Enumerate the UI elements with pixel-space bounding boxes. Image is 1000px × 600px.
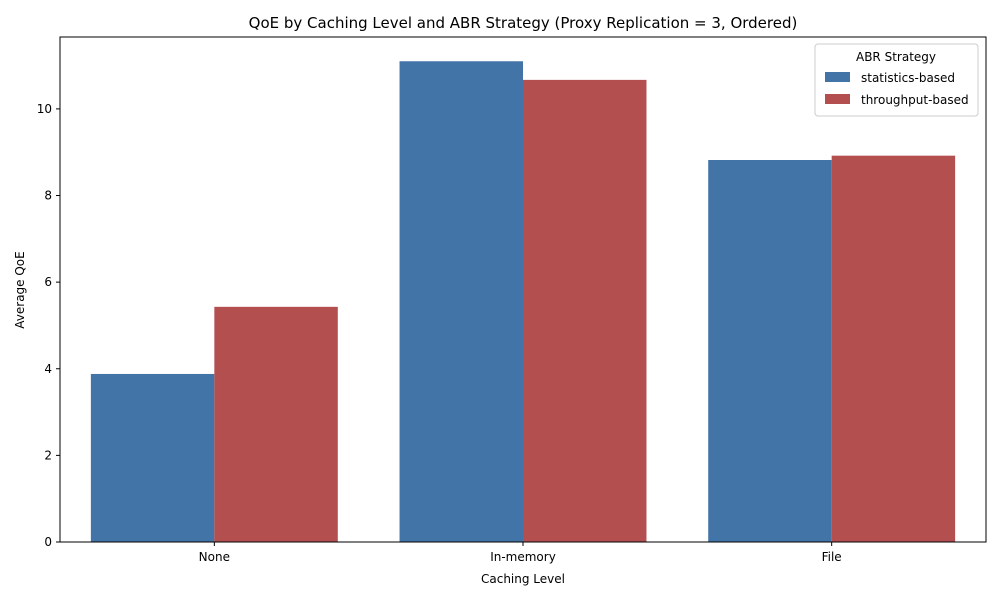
x-axis: None In-memory File: [199, 542, 842, 564]
y-tick-label: 10: [37, 102, 52, 116]
x-tick-label: File: [822, 550, 842, 564]
legend-title: ABR Strategy: [856, 50, 936, 64]
x-tick-label: In-memory: [490, 550, 556, 564]
x-tick-label: None: [199, 550, 230, 564]
chart-title: QoE by Caching Level and ABR Strategy (P…: [249, 14, 798, 32]
bar-none-throughput-based: [214, 306, 338, 542]
plot-frame: [59, 36, 987, 543]
legend-swatch-statistics-based: [825, 72, 850, 82]
y-tick-label: 6: [44, 275, 52, 289]
y-tick-label: 0: [44, 535, 52, 549]
y-tick-label: 2: [44, 448, 52, 462]
bar-file-throughput-based: [831, 155, 956, 543]
legend-label-throughput-based: throughput-based: [861, 93, 969, 107]
y-tick-label: 8: [44, 189, 52, 203]
bar-file-statistics-based: [708, 160, 832, 542]
bar-in-memory-statistics-based: [399, 61, 523, 543]
legend-label-statistics-based: statistics-based: [861, 71, 955, 85]
legend-swatch-throughput-based: [825, 94, 850, 104]
bar-none-statistics-based: [90, 373, 215, 542]
x-axis-label: Caching Level: [481, 572, 565, 586]
bars-group: [90, 61, 956, 543]
y-axis-label: Average QoE: [13, 251, 27, 328]
legend-box: [814, 43, 979, 117]
legend: ABR Strategy statistics-based throughput…: [814, 43, 979, 117]
y-axis: 0 2 4 6 8 10: [37, 102, 60, 549]
y-tick-label: 4: [44, 362, 52, 376]
bar-in-memory-throughput-based: [523, 79, 647, 543]
